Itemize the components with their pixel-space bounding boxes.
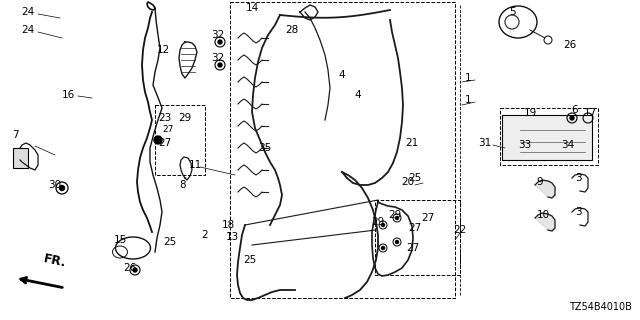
Text: 4: 4	[355, 90, 362, 100]
Text: 23: 23	[158, 113, 172, 123]
Text: 26: 26	[124, 263, 136, 273]
Text: 34: 34	[561, 140, 575, 150]
Text: 33: 33	[518, 140, 532, 150]
Text: 27: 27	[408, 223, 422, 233]
Text: 31: 31	[478, 138, 492, 148]
Text: 12: 12	[156, 45, 170, 55]
Bar	[230, 2, 455, 298]
Text: 15: 15	[113, 235, 127, 245]
Text: 3: 3	[575, 173, 581, 183]
Text: 18: 18	[221, 220, 235, 230]
Bar	[155, 105, 205, 175]
Circle shape	[154, 136, 162, 144]
Text: 29: 29	[371, 217, 385, 227]
Text: 3: 3	[575, 207, 581, 217]
Circle shape	[570, 116, 574, 120]
Text: 27: 27	[421, 213, 435, 223]
Circle shape	[218, 40, 222, 44]
Circle shape	[218, 63, 222, 67]
Text: TZ54B4010B: TZ54B4010B	[569, 302, 632, 312]
Text: 27: 27	[406, 243, 420, 253]
Text: 1: 1	[465, 73, 471, 83]
Bar	[500, 108, 598, 165]
Text: 21: 21	[405, 138, 419, 148]
Bar	[13, 148, 28, 168]
Text: 14: 14	[245, 3, 259, 13]
Polygon shape	[535, 180, 555, 198]
Circle shape	[381, 246, 385, 250]
Text: 30: 30	[49, 180, 61, 190]
Text: 4: 4	[339, 70, 346, 80]
Circle shape	[381, 223, 385, 227]
Circle shape	[396, 241, 399, 244]
Text: 9: 9	[537, 177, 543, 187]
Text: 13: 13	[225, 232, 239, 242]
Text: 25: 25	[243, 255, 257, 265]
Text: 27: 27	[163, 125, 173, 134]
Text: 22: 22	[453, 225, 467, 235]
Text: 29: 29	[388, 210, 402, 220]
Text: 2: 2	[202, 230, 208, 240]
Text: 28: 28	[285, 25, 299, 35]
Polygon shape	[535, 213, 555, 231]
Bar	[502, 115, 592, 160]
Text: 24: 24	[21, 25, 35, 35]
Text: 27: 27	[158, 138, 172, 148]
Circle shape	[133, 268, 137, 272]
Circle shape	[396, 217, 399, 220]
Text: 10: 10	[536, 210, 550, 220]
Circle shape	[60, 186, 65, 190]
Text: 7: 7	[12, 130, 19, 140]
Text: 1: 1	[465, 95, 471, 105]
Text: 25: 25	[408, 173, 422, 183]
Text: 16: 16	[61, 90, 75, 100]
Text: 6: 6	[572, 105, 579, 115]
Text: 35: 35	[259, 143, 271, 153]
Bar	[375, 200, 460, 275]
Text: 17: 17	[584, 108, 596, 118]
Text: 25: 25	[163, 237, 177, 247]
Text: FR.: FR.	[42, 252, 68, 270]
Text: 8: 8	[180, 180, 186, 190]
Text: 29: 29	[179, 113, 191, 123]
Text: 20: 20	[401, 177, 415, 187]
Text: 32: 32	[211, 53, 225, 63]
Text: 32: 32	[211, 30, 225, 40]
Text: 11: 11	[188, 160, 202, 170]
Text: 26: 26	[563, 40, 577, 50]
Text: 19: 19	[524, 108, 536, 118]
Text: 24: 24	[21, 7, 35, 17]
Text: 5: 5	[509, 7, 516, 17]
